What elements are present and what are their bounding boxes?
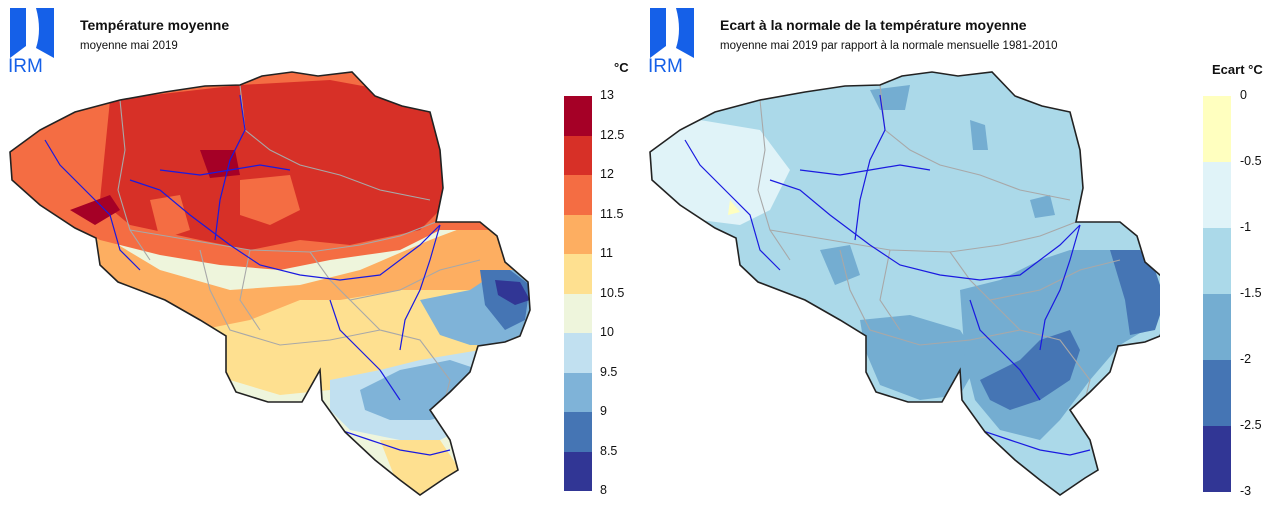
legend-swatch	[564, 135, 592, 175]
legend-swatch	[1203, 426, 1231, 492]
legend-swatch	[564, 293, 592, 333]
legend-tick-label: 12	[600, 167, 614, 181]
legend-tick-label: -2	[1240, 352, 1252, 366]
map-subtitle: moyenne mai 2019	[80, 40, 178, 52]
logo-text: IRM	[8, 56, 43, 74]
legend-swatch	[564, 214, 592, 254]
temperature-legend	[564, 96, 592, 491]
temperature-map	[9, 71, 531, 496]
legend-swatch	[1203, 162, 1231, 228]
legend-swatch	[564, 175, 592, 215]
legend-tick-label: 8	[600, 483, 607, 497]
legend-tick-label: 8.5	[600, 443, 618, 458]
irm-logo: IRM	[648, 8, 694, 74]
legend-swatch	[1203, 360, 1231, 426]
legend-tick-label: -1.5	[1240, 286, 1262, 300]
legend-unit: °C	[614, 60, 629, 75]
map-title: Température moyenne	[80, 17, 230, 33]
anomaly-map-panel: IRM Ecart à la normale de la température…	[640, 0, 1280, 507]
irm-logo: IRM	[8, 8, 54, 74]
legend-swatch	[1203, 96, 1231, 162]
legend-tick-label: -1	[1240, 220, 1252, 234]
anomaly-map	[649, 71, 1160, 496]
anomaly-legend	[1203, 96, 1231, 492]
legend-tick-label: 13	[600, 88, 614, 102]
legend-tick-label: 10.5	[600, 285, 625, 300]
legend-tick-label: 11.5	[600, 206, 624, 221]
legend-unit: Ecart °C	[1212, 62, 1263, 77]
legend-tick-label: -0.5	[1240, 154, 1262, 168]
legend-tick-label: 12.5	[600, 127, 625, 142]
map-subtitle: moyenne mai 2019 par rapport à la normal…	[720, 40, 1058, 52]
legend-tick-label: 10	[600, 325, 614, 339]
temperature-map-panel: IRM Température moyenne moyenne mai 2019	[8, 8, 629, 497]
legend-swatch	[1203, 294, 1231, 360]
legend-swatch	[564, 372, 592, 412]
legend-tick-label: 11	[600, 246, 613, 260]
legend-swatch	[564, 333, 592, 373]
legend-swatch	[564, 412, 592, 452]
legend-swatch	[1203, 228, 1231, 294]
legend-tick-label: -2.5	[1240, 418, 1262, 432]
legend-tick-label: 9	[600, 404, 607, 418]
map-title: Ecart à la normale de la température moy…	[720, 17, 1027, 33]
legend-tick-label: 0	[1240, 88, 1247, 102]
legend-swatch	[564, 96, 592, 136]
logo-text: IRM	[648, 56, 683, 74]
legend-tick-label: -3	[1240, 484, 1252, 498]
legend-swatch	[564, 451, 592, 491]
legend-swatch	[564, 254, 592, 294]
legend-tick-label: 9.5	[600, 364, 618, 379]
